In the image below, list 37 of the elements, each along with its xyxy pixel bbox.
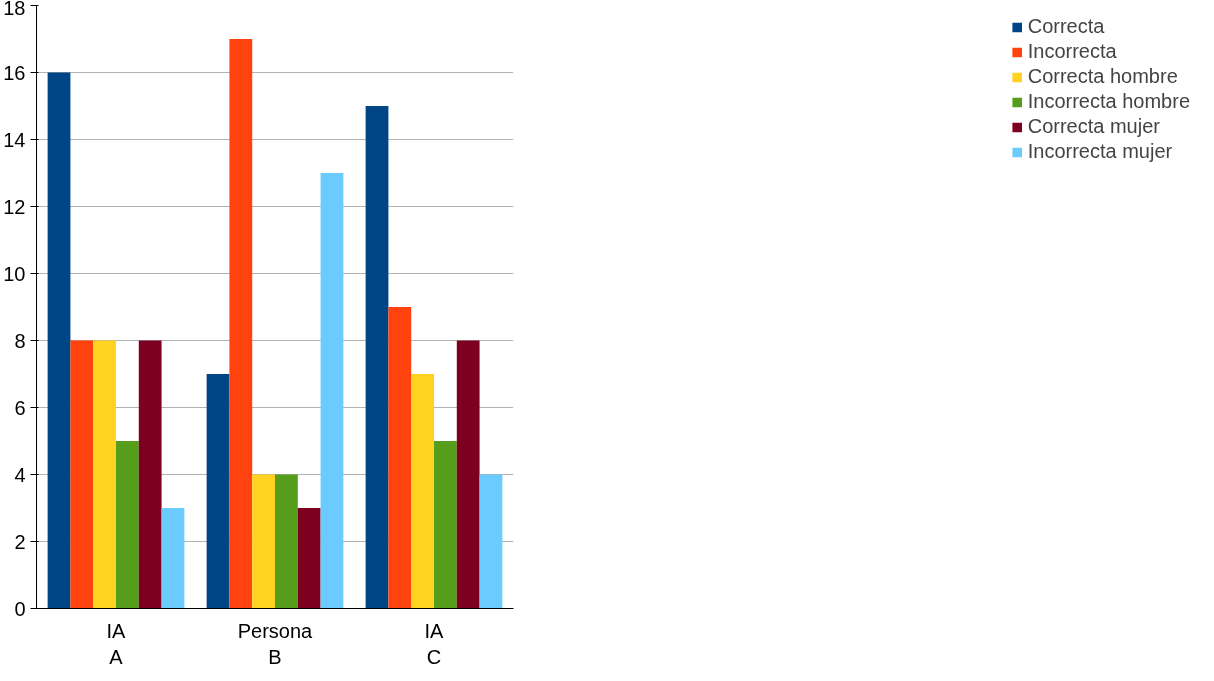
y-tick-label: 10 (3, 262, 26, 285)
y-tick-label: 4 (14, 463, 26, 486)
bar (229, 39, 253, 609)
y-tick-label: 2 (14, 530, 26, 553)
bar (388, 307, 412, 609)
legend-label: Correcta (1027, 15, 1105, 38)
bar (161, 508, 185, 609)
bar (47, 72, 71, 609)
y-tick-label: 6 (14, 396, 26, 419)
bar (93, 340, 116, 609)
bar (116, 441, 139, 609)
y-tick-label: 16 (3, 61, 26, 84)
bar (365, 106, 389, 609)
y-tick-label: 8 (14, 329, 26, 352)
bar (297, 508, 321, 609)
bar (320, 173, 344, 609)
y-tick-label: 0 (14, 597, 26, 620)
legend-label: Correcta hombre (1027, 65, 1178, 88)
legend-label: Incorrecta (1027, 40, 1117, 63)
bar (70, 340, 94, 609)
bar (456, 340, 480, 609)
bar (275, 474, 298, 609)
legend-label: Incorrecta mujer (1027, 140, 1173, 163)
x-tick-label: IA C (424, 619, 445, 668)
bar (252, 474, 275, 609)
bar (479, 474, 503, 609)
bar (138, 340, 162, 609)
bar (411, 374, 434, 609)
bar (206, 374, 230, 609)
x-tick-label: Persona B (237, 619, 314, 668)
y-tick-label: 12 (3, 195, 26, 218)
legend-label: Correcta mujer (1027, 115, 1160, 138)
x-tick-label: IA A (106, 619, 127, 668)
y-tick-label: 18 (3, 0, 26, 19)
bar (434, 441, 457, 609)
y-tick-label: 14 (3, 128, 26, 151)
legend-label: Incorrecta hombre (1027, 90, 1190, 113)
